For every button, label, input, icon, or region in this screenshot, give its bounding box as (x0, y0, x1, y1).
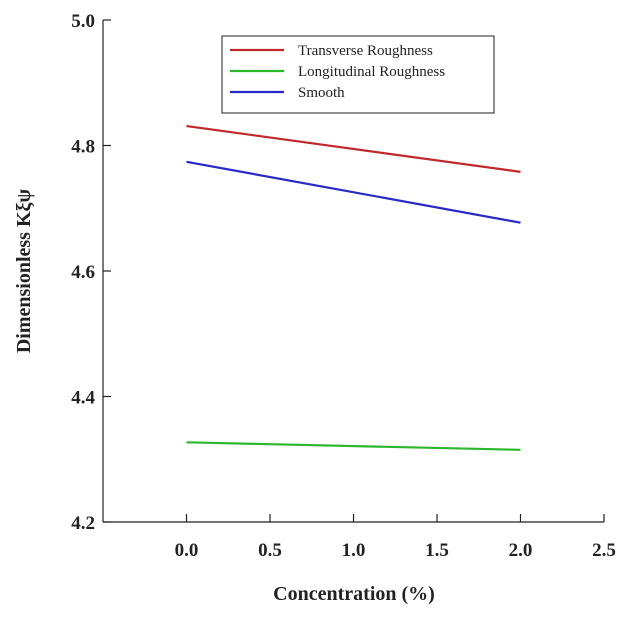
x-tick-label: 0.0 (175, 540, 199, 561)
x-tick-label: 1.5 (425, 540, 449, 561)
y-tick-label: 4.8 (71, 137, 95, 158)
line (186, 441, 521, 451)
legend-label: Smooth (298, 85, 345, 101)
x-axis-label: Concentration (%) (273, 583, 435, 605)
legend-label: Transverse Roughness (298, 43, 433, 59)
line (186, 160, 521, 224)
legend-label: Longitudinal Roughness (298, 64, 445, 80)
y-tick-label: 4.6 (71, 262, 95, 283)
x-tick-label: 1.0 (342, 540, 366, 561)
x-tick-label: 0.5 (258, 540, 282, 561)
legend-box (221, 35, 495, 114)
y-tick-label: 4.4 (71, 388, 95, 409)
y-axis-label: Dimensionless Kξψ (13, 189, 35, 354)
y-tick-label: 4.2 (71, 513, 95, 534)
line (186, 124, 521, 173)
x-tick-label: 2.5 (592, 540, 616, 561)
x-tick-label: 2.0 (509, 540, 533, 561)
y-tick-label: 5.0 (71, 11, 95, 32)
